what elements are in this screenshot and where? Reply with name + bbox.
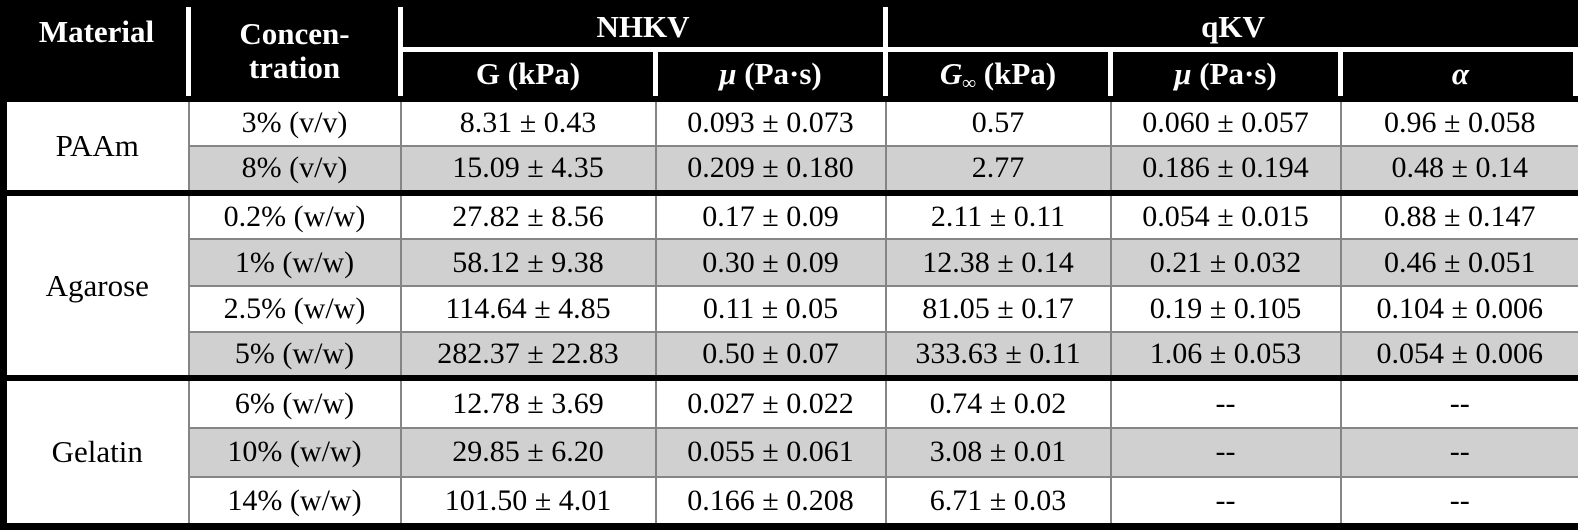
value-g-infinity-cell: 81.05 ± 0.17 <box>884 284 1112 333</box>
header-group-nhkv: NHKV <box>398 3 886 50</box>
concentration-cell: 3% (v/v) <box>187 97 402 147</box>
header-concentration-line2: tration <box>248 50 341 86</box>
header-group-qkv: qKV <box>883 3 1578 50</box>
value-mu-nhkv-cell: 0.30 ± 0.09 <box>654 238 887 287</box>
material-cell: PAAm <box>2 97 190 195</box>
value-mu-nhkv-cell: 0.166 ± 0.208 <box>654 476 887 528</box>
value-g-cell: 12.78 ± 3.69 <box>399 377 657 429</box>
value-g-infinity-cell: 2.77 <box>884 144 1112 195</box>
value-g-cell: 282.37 ± 22.83 <box>399 330 657 380</box>
header-col-g-infinity: G∞ (kPa) <box>883 47 1111 99</box>
value-g-cell: 29.85 ± 6.20 <box>399 426 657 479</box>
value-mu-nhkv-cell: 0.209 ± 0.180 <box>654 144 887 195</box>
value-mu-nhkv-cell: 0.17 ± 0.09 <box>654 192 887 241</box>
value-g-infinity-cell: 333.63 ± 0.11 <box>884 330 1112 380</box>
table-row: PAAm 3% (v/v) 8.31 ± 0.43 0.093 ± 0.073 … <box>2 97 1578 195</box>
value-g-infinity-cell: 3.08 ± 0.01 <box>884 426 1112 479</box>
header-col-g: G (kPa) <box>398 47 656 99</box>
value-g-infinity-cell: 0.57 <box>884 97 1112 147</box>
concentration-cell: 8% (v/v) <box>187 144 402 195</box>
material-cell: Agarose <box>2 192 190 380</box>
header-sub-row: G (kPa) μ (Pa·s) G∞ (kPa) μ (Pa·s) α <box>4 47 1578 99</box>
value-alpha-cell: 0.96 ± 0.058 <box>1339 97 1578 147</box>
concentration-cell: 2.5% (w/w) <box>187 284 402 333</box>
g-infinity-unit: (kPa) <box>976 55 1057 91</box>
group-gelatin: Gelatin 6% (w/w) 12.78 ± 3.69 0.027 ± 0.… <box>2 377 1578 528</box>
header-concentration-line1: Concen- <box>239 16 350 52</box>
value-mu-qkv-cell: -- <box>1109 377 1342 429</box>
mu-symbol: μ <box>719 55 737 91</box>
value-mu-nhkv-cell: 0.50 ± 0.07 <box>654 330 887 380</box>
value-g-cell: 27.82 ± 8.56 <box>399 192 657 241</box>
value-g-cell: 58.12 ± 9.38 <box>399 238 657 287</box>
table-row: 14% (w/w) 101.50 ± 4.01 0.166 ± 0.208 6.… <box>4 476 1578 528</box>
value-alpha-cell: 0.054 ± 0.006 <box>1339 330 1578 380</box>
group-paam: PAAm 3% (v/v) 8.31 ± 0.43 0.093 ± 0.073 … <box>2 97 1578 195</box>
value-g-cell: 8.31 ± 0.43 <box>399 97 657 147</box>
header-col-mu-nhkv: μ (Pa·s) <box>653 47 886 99</box>
value-mu-nhkv-cell: 0.11 ± 0.05 <box>654 284 887 333</box>
table-row: 8% (v/v) 15.09 ± 4.35 0.209 ± 0.180 2.77… <box>4 144 1578 195</box>
concentration-cell: 5% (w/w) <box>187 330 402 380</box>
value-mu-qkv-cell: -- <box>1109 426 1342 479</box>
table-row: Gelatin 6% (w/w) 12.78 ± 3.69 0.027 ± 0.… <box>2 377 1578 528</box>
value-g-infinity-cell: 6.71 ± 0.03 <box>884 476 1112 528</box>
value-mu-nhkv-cell: 0.093 ± 0.073 <box>654 97 887 147</box>
value-alpha-cell: -- <box>1339 426 1578 479</box>
value-g-infinity-cell: 12.38 ± 0.14 <box>884 238 1112 287</box>
header-concentration: Concen- tration <box>186 3 401 99</box>
value-alpha-cell: 0.88 ± 0.147 <box>1339 192 1578 241</box>
concentration-cell: 6% (w/w) <box>187 377 402 429</box>
table-row: Agarose 0.2% (w/w) 27.82 ± 8.56 0.17 ± 0… <box>2 192 1578 380</box>
value-alpha-cell: -- <box>1339 476 1578 528</box>
infinity-subscript: ∞ <box>962 72 976 94</box>
value-alpha-cell: 0.46 ± 0.051 <box>1339 238 1578 287</box>
concentration-cell: 1% (w/w) <box>187 238 402 287</box>
header-col-mu-qkv: μ (Pa·s) <box>1108 47 1341 99</box>
material-cell: Gelatin <box>2 377 190 528</box>
value-g-cell: 114.64 ± 4.85 <box>399 284 657 333</box>
value-g-infinity-cell: 0.74 ± 0.02 <box>884 377 1112 429</box>
value-mu-qkv-cell: -- <box>1109 476 1342 528</box>
table-row: 10% (w/w) 29.85 ± 6.20 0.055 ± 0.061 3.0… <box>4 426 1578 479</box>
concentration-cell: 10% (w/w) <box>187 426 402 479</box>
value-mu-qkv-cell: 0.186 ± 0.194 <box>1109 144 1342 195</box>
value-mu-nhkv-cell: 0.055 ± 0.061 <box>654 426 887 479</box>
value-mu-nhkv-cell: 0.027 ± 0.022 <box>654 377 887 429</box>
value-g-cell: 101.50 ± 4.01 <box>399 476 657 528</box>
value-alpha-cell: -- <box>1339 377 1578 429</box>
value-g-infinity-cell: 2.11 ± 0.11 <box>884 192 1112 241</box>
concentration-cell: 14% (w/w) <box>187 476 402 528</box>
group-agarose: Agarose 0.2% (w/w) 27.82 ± 8.56 0.17 ± 0… <box>2 192 1578 380</box>
g-infinity-symbol: G <box>939 55 963 91</box>
concentration-cell: 0.2% (w/w) <box>187 192 402 241</box>
value-alpha-cell: 0.48 ± 0.14 <box>1339 144 1578 195</box>
mu-unit: (Pa·s) <box>736 55 822 91</box>
value-mu-qkv-cell: 0.054 ± 0.015 <box>1109 192 1342 241</box>
value-mu-qkv-cell: 0.060 ± 0.057 <box>1109 97 1342 147</box>
table-header: Material Concen- tration NHKV qKV G (kPa… <box>3 3 1578 99</box>
value-g-cell: 15.09 ± 4.35 <box>399 144 657 195</box>
mu-unit: (Pa·s) <box>1191 55 1277 91</box>
header-material: Material <box>3 3 189 99</box>
table-row: 5% (w/w) 282.37 ± 22.83 0.50 ± 0.07 333.… <box>4 330 1578 380</box>
value-alpha-cell: 0.104 ± 0.006 <box>1339 284 1578 333</box>
value-mu-qkv-cell: 0.19 ± 0.105 <box>1109 284 1342 333</box>
header-col-alpha: α <box>1338 47 1578 99</box>
header-group-row: Material Concen- tration NHKV qKV <box>3 3 1578 99</box>
value-mu-qkv-cell: 1.06 ± 0.053 <box>1109 330 1342 380</box>
table-row: 2.5% (w/w) 114.64 ± 4.85 0.11 ± 0.05 81.… <box>4 284 1578 333</box>
mu-symbol: μ <box>1174 55 1192 91</box>
value-mu-qkv-cell: 0.21 ± 0.032 <box>1109 238 1342 287</box>
table-row: 1% (w/w) 58.12 ± 9.38 0.30 ± 0.09 12.38 … <box>4 238 1578 287</box>
